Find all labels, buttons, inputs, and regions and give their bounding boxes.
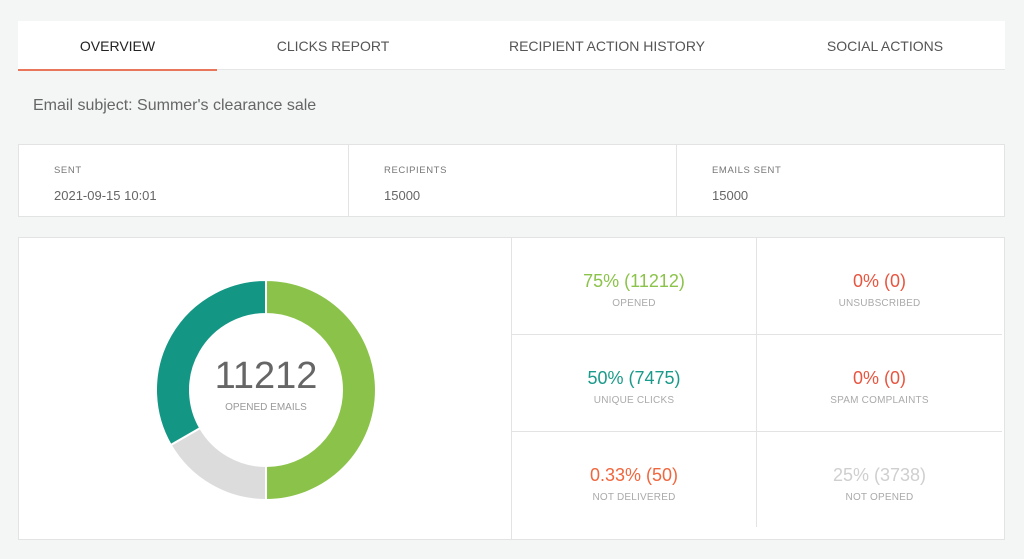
stat-spam-complaints-value: 0% (0) bbox=[852, 368, 906, 388]
tab-recipient-action-history[interactable]: RECIPIENT ACTION HISTORY bbox=[508, 38, 706, 54]
stat-unsubscribed: 0% (0) UNSUBSCRIBED bbox=[757, 238, 1002, 335]
stat-unique-clicks-value: 50% (7475) bbox=[587, 368, 681, 388]
email-subject: Email subject: Summer's clearance sale bbox=[33, 97, 317, 114]
stat-spam-complaints: 0% (0) SPAM COMPLAINTS bbox=[757, 335, 1002, 432]
stats-panel: 11212 OPENED EMAILS 75% (11212) OPENED 0… bbox=[18, 237, 1005, 540]
stat-not-delivered-value: 0.33% (50) bbox=[589, 465, 679, 485]
info-emails-sent: EMAILS SENT 15000 bbox=[676, 145, 1004, 216]
stat-unsubscribed-label: UNSUBSCRIBED bbox=[838, 298, 921, 309]
info-emails-sent-value: 15000 bbox=[712, 188, 749, 203]
stat-not-delivered: 0.33% (50) NOT DELIVERED bbox=[512, 432, 757, 527]
donut-center-label: OPENED EMAILS bbox=[225, 402, 307, 413]
campaign-info-panel: SENT 2021-09-15 10:01 RECIPIENTS 15000 E… bbox=[18, 144, 1005, 217]
stat-not-opened-label: NOT OPENED bbox=[845, 492, 914, 503]
stat-unique-clicks: 50% (7475) UNIQUE CLICKS bbox=[512, 335, 757, 432]
tab-social-actions[interactable]: SOCIAL ACTIONS bbox=[826, 38, 944, 54]
donut-slice-2 bbox=[156, 280, 267, 447]
donut-slice-0 bbox=[265, 280, 376, 500]
info-sent: SENT 2021-09-15 10:01 bbox=[19, 145, 348, 216]
info-emails-sent-label: EMAILS SENT bbox=[712, 165, 782, 176]
stat-unique-clicks-label: UNIQUE CLICKS bbox=[593, 395, 675, 406]
info-recipients-value: 15000 bbox=[384, 188, 421, 203]
donut-center-value: 11212 bbox=[214, 355, 318, 397]
info-recipients-label: RECIPIENTS bbox=[384, 165, 448, 176]
stat-opened-value: 75% (11212) bbox=[583, 271, 685, 291]
donut-chart-area: 11212 OPENED EMAILS bbox=[19, 238, 512, 539]
opened-donut-chart bbox=[156, 280, 376, 500]
stat-not-opened-value: 25% (3738) bbox=[832, 465, 927, 485]
stat-opened: 75% (11212) OPENED bbox=[512, 238, 757, 335]
stat-opened-label: OPENED bbox=[612, 298, 656, 309]
stat-unsubscribed-value: 0% (0) bbox=[852, 271, 906, 291]
info-sent-value: 2021-09-15 10:01 bbox=[54, 188, 157, 203]
info-sent-label: SENT bbox=[54, 165, 82, 176]
report-tabs: OVERVIEW CLICKS REPORT RECIPIENT ACTION … bbox=[18, 21, 1005, 71]
stat-spam-complaints-label: SPAM COMPLAINTS bbox=[830, 395, 929, 406]
tab-overview[interactable]: OVERVIEW bbox=[18, 21, 217, 71]
stat-not-opened: 25% (3738) NOT OPENED bbox=[757, 432, 1002, 527]
info-recipients: RECIPIENTS 15000 bbox=[348, 145, 676, 216]
tab-clicks-report[interactable]: CLICKS REPORT bbox=[276, 38, 390, 54]
donut-slice-1 bbox=[169, 426, 268, 500]
stat-not-delivered-label: NOT DELIVERED bbox=[592, 492, 676, 503]
